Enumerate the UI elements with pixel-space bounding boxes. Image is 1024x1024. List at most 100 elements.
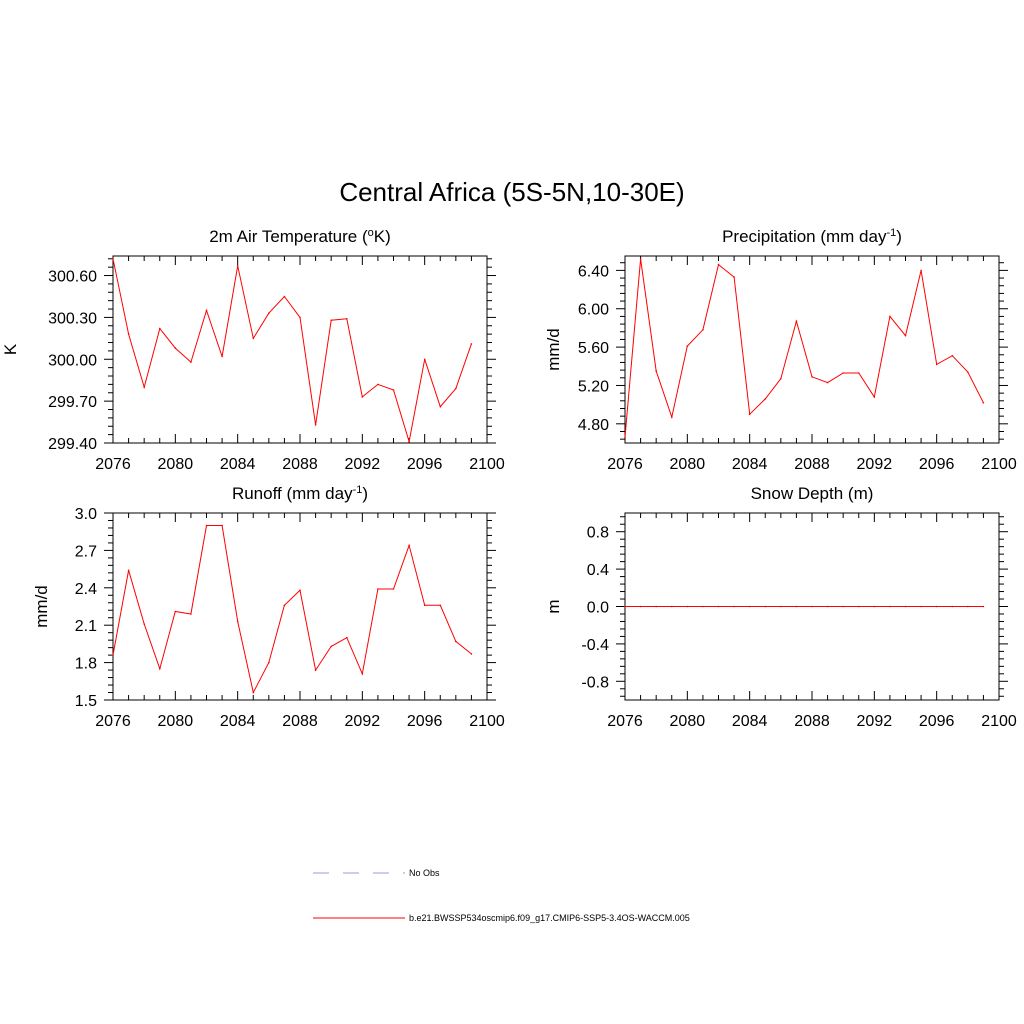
x-tick-label: 2092 (345, 456, 381, 473)
data-point (439, 604, 442, 607)
x-tick-label: 2092 (345, 713, 381, 730)
y-axis-label: mm/d (32, 585, 51, 628)
y-tick-label: 3.0 (75, 506, 97, 523)
x-tick-label: 2092 (857, 713, 893, 730)
data-point (470, 343, 473, 345)
data-point (873, 605, 876, 608)
y-tick-label: 1.8 (75, 656, 97, 673)
data-point (655, 370, 657, 372)
panel-title-superscript: -1 (353, 484, 363, 496)
data-point (858, 605, 860, 608)
data-point (873, 396, 876, 398)
data-point (283, 295, 286, 298)
x-tick-label: 2076 (95, 456, 131, 473)
y-tick-label: 6.00 (578, 302, 609, 319)
panel-title: Precipitation (mm day-1) (722, 227, 902, 246)
panel-snow-depth: Snow Depth (m) 2076 2080 2084 2088 2092 2096 21… (544, 484, 1017, 730)
data-point (951, 605, 954, 608)
data-point (904, 334, 907, 337)
data-point (764, 605, 767, 608)
data-point (221, 355, 223, 358)
data-point (826, 605, 829, 608)
data-point (795, 605, 798, 608)
data-point (439, 405, 442, 408)
y-tick-label: 300.60 (48, 269, 97, 286)
data-point (764, 398, 767, 400)
data-point (455, 640, 457, 643)
panel-title-main: 2m Air Temperature ( (209, 227, 368, 246)
series-line (112, 525, 472, 694)
data-point (346, 636, 348, 639)
x-tick-label: 2080 (670, 456, 706, 473)
x-tick-label: 2076 (607, 713, 643, 730)
y-tick-label: 300.30 (48, 310, 97, 327)
data-point (748, 413, 751, 416)
data-point (470, 653, 473, 655)
panel-title-main: Snow Depth (m) (751, 484, 874, 503)
y-tick-label: 2.4 (75, 581, 97, 598)
data-point (904, 605, 907, 608)
data-point (935, 605, 938, 608)
y-axis-label: m (544, 599, 563, 613)
x-tick-label: 2080 (158, 713, 194, 730)
data-point (748, 605, 751, 608)
data-point (174, 347, 177, 349)
x-tick-label: 2088 (282, 456, 318, 473)
plot-frame (112, 255, 488, 444)
y-tick-label: 2.7 (75, 543, 97, 560)
x-tick-label: 2092 (857, 456, 893, 473)
data-point (702, 329, 704, 331)
data-point (702, 605, 704, 608)
data-point (159, 327, 161, 330)
data-point (143, 386, 145, 389)
data-point (639, 605, 642, 608)
figure-title: Central Africa (5S-5N,10-30E) (339, 177, 684, 207)
data-point (795, 320, 798, 323)
data-point (314, 424, 317, 426)
data-point (826, 381, 829, 384)
data-point (127, 569, 130, 572)
data-point (423, 604, 426, 607)
data-point (127, 333, 130, 335)
data-point (624, 436, 626, 439)
data-point (205, 524, 208, 527)
y-tick-label: 5.60 (578, 340, 609, 357)
plot-frame (112, 512, 488, 701)
data-point (982, 401, 985, 404)
data-point (236, 265, 239, 267)
data-point (408, 440, 410, 443)
data-point (811, 376, 813, 378)
data-point (967, 605, 969, 608)
x-tick-label: 2084 (732, 456, 768, 473)
data-point (392, 389, 395, 391)
data-point (639, 258, 642, 260)
data-point (455, 387, 457, 390)
data-point (780, 377, 782, 380)
data-point (780, 605, 782, 608)
data-point (982, 605, 985, 608)
y-tick-label: 0.4 (587, 562, 609, 579)
data-point (920, 269, 922, 272)
data-point (377, 383, 379, 386)
data-point (252, 691, 255, 694)
x-tick-label: 2100 (469, 456, 505, 473)
y-tick-label: 299.40 (48, 436, 97, 453)
x-tick-label: 2088 (282, 713, 318, 730)
data-point (174, 610, 177, 613)
y-tick-label: 4.80 (578, 417, 609, 434)
data-point (920, 605, 922, 608)
panel-title-tail: ) (896, 227, 902, 246)
data-point (112, 258, 114, 260)
data-point (967, 371, 969, 373)
x-tick-label: 2100 (469, 713, 505, 730)
data-point (686, 345, 689, 347)
y-tick-label: 0.8 (587, 525, 609, 542)
x-tick-label: 2084 (220, 713, 256, 730)
data-point (811, 605, 813, 608)
data-point (346, 318, 348, 320)
data-point (733, 276, 735, 278)
y-tick-label: 5.20 (578, 378, 609, 395)
data-point (392, 588, 395, 590)
series-line (112, 258, 472, 442)
